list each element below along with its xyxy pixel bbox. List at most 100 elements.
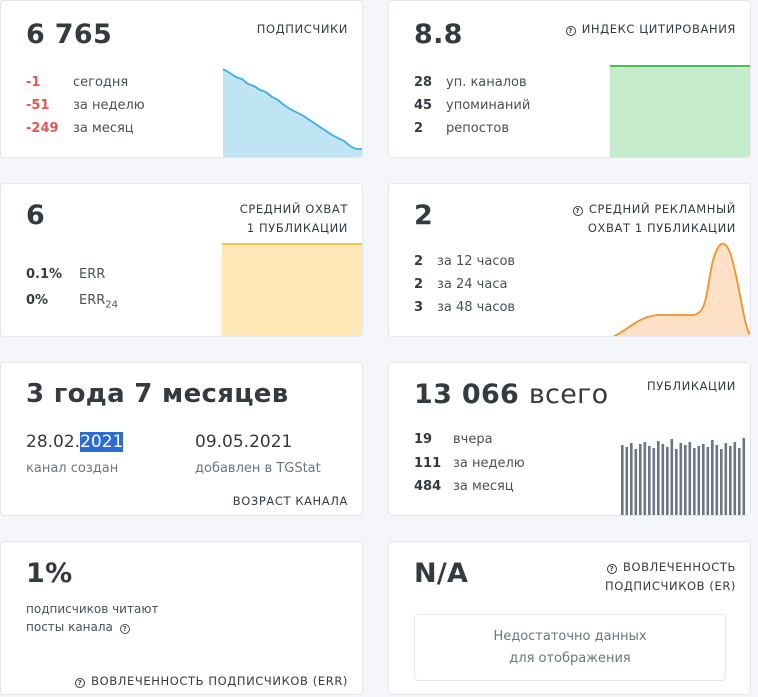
sparkline-area — [223, 69, 362, 157]
subscribers-count: 6 765 — [26, 19, 113, 50]
stat-value: 2 — [414, 254, 424, 269]
stat-label: за неделю — [453, 456, 525, 471]
publications-card: 13 066 всего публикации 19 вчера 111 за не… — [388, 362, 751, 516]
subscribers-card: 6 765 подписчики -1 сегодня -51 за неделю … — [0, 0, 363, 158]
stat-value: -249 — [26, 121, 59, 136]
created-label: канал создан — [26, 461, 119, 476]
bar — [630, 443, 633, 515]
sparkline-area — [610, 66, 750, 157]
added-label: добавлен в TGStat — [195, 461, 321, 476]
bar — [720, 449, 723, 515]
bar — [742, 438, 746, 515]
err-card: 1% подписчиков читают посты канала ? ? вов… — [0, 541, 363, 695]
stat-value: 19 — [414, 432, 433, 447]
stat-label: за месяц — [73, 121, 134, 136]
help-icon[interactable]: ? — [119, 624, 130, 634]
help-icon[interactable]: ? — [572, 206, 583, 216]
bar — [711, 440, 714, 515]
citation-card: 8.8 ? индекс цитирования 28 уп. каналов 45… — [388, 0, 751, 158]
stat-label: за 48 часов — [437, 300, 516, 315]
bar — [738, 448, 741, 515]
err-description: подписчиков читают посты канала ? — [26, 602, 159, 634]
citation-index-value: 8.8 — [414, 19, 463, 50]
stat-value: 111 — [414, 456, 442, 471]
er-value: N/A — [414, 558, 469, 589]
citation-sparkline — [610, 65, 750, 157]
publications-label: публикации — [647, 379, 736, 393]
stat-value: 3 — [414, 300, 424, 315]
subscribers-label: подписчики — [256, 22, 348, 36]
stat-value: 0% — [26, 293, 49, 308]
stat-row: 111 за неделю — [414, 452, 525, 475]
stat-label: за неделю — [73, 98, 145, 113]
subscribers-sparkline — [222, 68, 362, 157]
avg-reach-value: 6 — [26, 200, 46, 231]
stat-value: -1 — [26, 75, 41, 90]
ad-reach-sparkline — [612, 242, 750, 336]
bar — [666, 447, 669, 515]
bar — [688, 442, 692, 515]
stat-label: вчера — [453, 432, 493, 447]
stat-row: 28 уп. каналов — [414, 71, 527, 94]
bar — [679, 443, 683, 515]
stat-value: 0.1% — [26, 267, 63, 282]
stat-row: 0.1% ERR — [26, 263, 105, 286]
bar — [729, 446, 732, 515]
created-date: 28.02.2021 — [26, 432, 124, 452]
stat-value: 484 — [414, 479, 442, 494]
selected-text[interactable]: 2021 — [80, 432, 124, 452]
avg-reach-label: средний охват 1 публикации — [239, 202, 348, 235]
no-data-box: Недостаточно данных для отображения — [414, 614, 726, 681]
bar — [652, 448, 656, 515]
ad-reach-card: 2 ? средний рекламный охват 1 публикации 2… — [388, 183, 751, 337]
ad-reach-label: ? средний рекламный охват 1 публикации — [572, 200, 736, 238]
bar — [706, 447, 710, 515]
publications-bar-chart — [621, 438, 746, 515]
er-label: ? вовлеченность подписчиков (ER) — [604, 560, 736, 593]
bar — [702, 444, 705, 515]
help-icon[interactable]: ? — [75, 678, 86, 688]
bar — [675, 449, 678, 515]
err-label: ? вовлеченность подписчиков (ERR) — [75, 672, 348, 691]
stat-label: за 24 часа — [437, 277, 508, 292]
channel-age-card: 3 года 7 месяцев 28.02.2021 канал создан… — [0, 362, 363, 516]
stat-value: 28 — [414, 75, 433, 90]
bar — [648, 446, 651, 515]
bar — [643, 442, 647, 515]
bar — [639, 444, 642, 515]
stat-row: -1 сегодня — [26, 71, 128, 94]
bar — [661, 444, 665, 515]
bar — [634, 449, 638, 515]
stat-row: 0% ERR24 — [26, 289, 118, 317]
publications-total: 13 066 всего — [414, 379, 609, 410]
bar — [670, 439, 674, 515]
added-date: 09.05.2021 — [195, 432, 293, 452]
sparkline-area — [222, 244, 362, 336]
bar — [724, 443, 728, 515]
ad-reach-value: 2 — [414, 200, 434, 231]
sparkline-line — [612, 242, 750, 336]
bar — [715, 445, 719, 515]
bar — [733, 442, 737, 515]
stat-row: 2 репостов — [414, 117, 509, 140]
avg-reach-card: 6 средний охват 1 публикации 0.1% ERR 0% ER… — [0, 183, 363, 337]
stat-label: упоминаний — [446, 98, 531, 113]
stat-row: 45 упоминаний — [414, 94, 530, 117]
err-value: 1% — [26, 558, 73, 589]
bar — [621, 445, 624, 515]
stat-row: 19 вчера — [414, 428, 493, 451]
stat-label: за 12 часов — [437, 254, 516, 269]
stat-row: -249 за месяц — [26, 117, 134, 140]
stat-label: уп. каналов — [446, 75, 527, 90]
stat-value: 45 — [414, 98, 433, 113]
bar — [684, 445, 687, 515]
help-icon[interactable]: ? — [565, 26, 576, 36]
er-card: N/A ? вовлеченность подписчиков (ER) Недос… — [388, 541, 751, 695]
bar — [697, 446, 701, 515]
bar — [625, 447, 629, 515]
stat-value: 2 — [414, 277, 424, 292]
sparkline-area — [614, 243, 750, 336]
help-icon[interactable]: ? — [607, 564, 617, 574]
avg-reach-sparkline — [222, 243, 362, 336]
bar — [693, 448, 696, 515]
